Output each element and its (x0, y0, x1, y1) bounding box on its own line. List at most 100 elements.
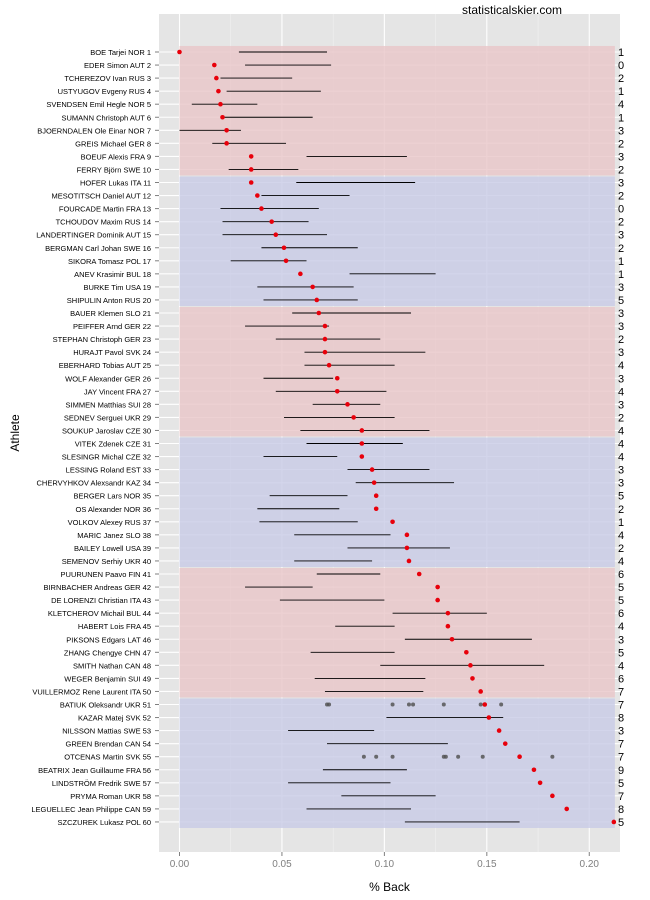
count-label: 2 (618, 412, 624, 424)
group-band (179, 567, 615, 698)
value-point (326, 362, 332, 368)
count-label: 1 (618, 47, 624, 59)
extra-point (390, 754, 395, 759)
count-label: 3 (618, 634, 624, 646)
group-band (179, 698, 615, 828)
count-label: 5 (618, 778, 624, 790)
count-label: 4 (618, 621, 624, 633)
value-point (502, 741, 508, 746)
count-label: 1 (618, 256, 624, 268)
count-label: 5 (618, 817, 624, 829)
extra-point (406, 702, 411, 707)
count-label: 3 (618, 726, 624, 738)
count-label: 0 (618, 60, 624, 72)
value-point (468, 663, 473, 668)
extra-point (361, 754, 366, 759)
athlete-label: LINDSTRÖM Fredrik SWE 57 (52, 779, 151, 788)
x-axis-title: % Back (369, 880, 411, 894)
value-point (220, 114, 225, 120)
count-label: 2 (618, 543, 624, 555)
athlete-label: LEGUELLEC Jean Philippe CAN 59 (31, 805, 151, 814)
count-label: 3 (618, 178, 624, 190)
athlete-label: KAZAR Matej SVK 52 (78, 714, 151, 723)
count-label: 3 (618, 321, 624, 333)
value-point (248, 167, 254, 172)
athlete-label: MARIC Janez SLO 38 (77, 531, 151, 540)
athlete-label: JAY Vincent FRA 27 (84, 387, 151, 396)
count-label: 2 (618, 164, 624, 176)
value-point (322, 336, 328, 342)
value-point (334, 375, 340, 381)
value-point (298, 271, 303, 277)
value-point (445, 623, 451, 629)
x-tick-labels: 0.00 0.05 0.10 0.15 0.20 (170, 859, 600, 870)
athlete-label: BERGMAN Carl Johan SWE 16 (45, 244, 151, 253)
count-label: 4 (618, 425, 624, 437)
athlete-label: EBERHARD Tobias AUT 25 (59, 361, 151, 370)
athlete-label: BJOERNDALEN Ole Einar NOR 7 (37, 126, 151, 135)
x-tick-label: 0.05 (272, 859, 292, 870)
x-ticks (178, 852, 590, 856)
count-label: 2 (618, 334, 624, 346)
athlete-label: BAUER Klemen SLO 21 (70, 309, 151, 318)
value-point (177, 49, 182, 55)
extra-points (325, 702, 555, 759)
value-point (478, 689, 483, 694)
count-label: 1 (618, 86, 624, 98)
count-label: 3 (618, 125, 624, 137)
value-point (224, 128, 229, 133)
athlete-label: PEIFFER Arnd GER 22 (73, 322, 151, 331)
athlete-label: BIRNBACHER Andreas GER 42 (43, 583, 151, 592)
value-point (371, 480, 377, 485)
value-point (390, 519, 395, 525)
athlete-label: FOURCADE Martin FRA 13 (59, 205, 151, 214)
count-label: 1 (618, 269, 624, 281)
value-point (259, 206, 264, 211)
athlete-label: SLESINGR Michal CZE 32 (62, 453, 151, 462)
extra-point (499, 702, 504, 707)
count-label: 7 (618, 739, 624, 751)
value-point (345, 402, 350, 407)
athlete-label: USTYUGOV Evgeny RUS 4 (58, 87, 151, 96)
value-point (373, 506, 379, 512)
count-label: 3 (618, 465, 624, 477)
value-point (517, 754, 522, 759)
athlete-label: SVENDSEN Emil Hegle NOR 5 (46, 100, 151, 109)
value-point (351, 415, 356, 420)
extra-point (478, 702, 483, 707)
athlete-label: HURAJT Pavol SVK 24 (73, 348, 151, 357)
value-point (464, 650, 469, 655)
value-point (449, 636, 455, 642)
value-point (334, 389, 340, 394)
count-labels: 1021413232320232113533234343244433521424… (618, 47, 624, 829)
group-band (179, 306, 615, 437)
count-label: 0 (618, 204, 624, 216)
value-point (283, 258, 289, 264)
group-band (179, 437, 615, 567)
x-tick-label: 0.20 (580, 859, 600, 870)
athlete-label: PUURUNEN Paavo FIN 41 (61, 570, 151, 579)
athlete-label: VUILLERMOZ Rene Laurent ITA 50 (32, 687, 151, 696)
athlete-label: SIMMEN Matthias SUI 28 (66, 400, 151, 409)
count-label: 8 (618, 804, 624, 816)
value-point (435, 597, 440, 603)
value-point (445, 610, 451, 616)
athlete-label: PRYMA Roman UKR 58 (70, 792, 151, 801)
athlete-label: BURKE Tim USA 19 (83, 283, 151, 292)
group-band (179, 45, 615, 176)
count-label: 6 (618, 569, 624, 581)
athlete-label: SEDNEV Serguei UKR 29 (64, 413, 151, 422)
group-bands (179, 45, 615, 828)
count-label: 4 (618, 386, 624, 398)
athlete-label: SMITH Nathan CAN 48 (73, 661, 151, 670)
extra-point (480, 754, 485, 759)
count-label: 3 (618, 230, 624, 242)
count-label: 4 (618, 660, 624, 672)
value-point (214, 75, 219, 81)
count-label: 2 (618, 243, 624, 255)
athlete-label: KLETCHEROV Michail BUL 44 (48, 609, 151, 618)
athlete-label: BOE Tarjei NOR 1 (90, 48, 151, 57)
athlete-label: SZCZUREK Lukasz POL 60 (57, 818, 151, 827)
athlete-label: LANDERTINGER Dominik AUT 15 (36, 231, 151, 240)
count-label: 2 (618, 73, 624, 85)
